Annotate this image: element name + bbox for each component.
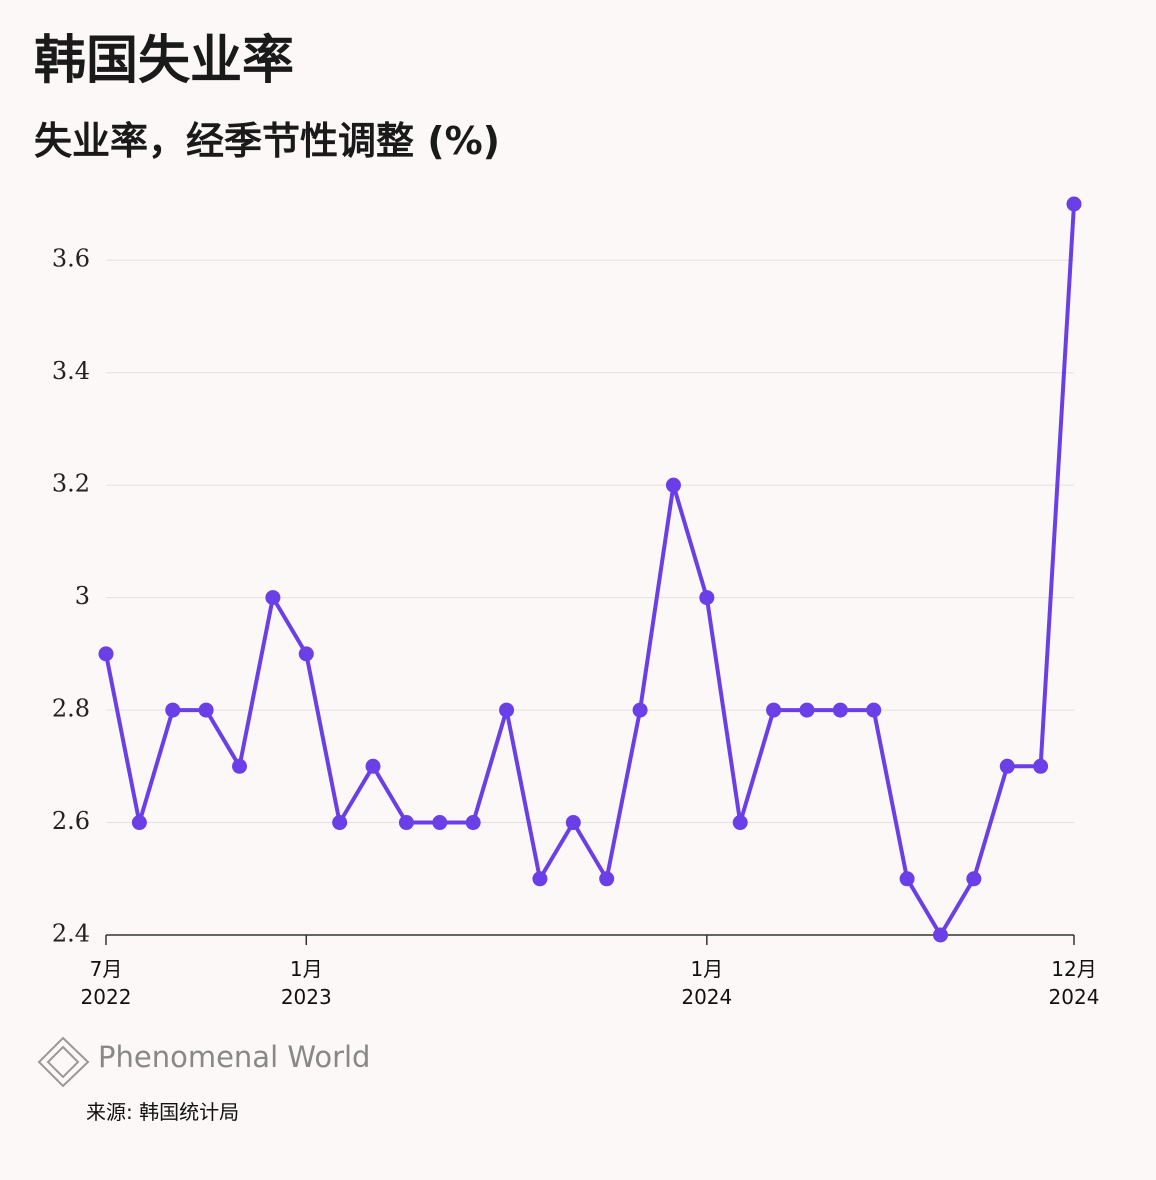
line — [104, 203, 1076, 937]
y-tick-label: 3.6 — [52, 245, 90, 273]
point — [432, 815, 448, 831]
chart-subtitle: 失业率，经季节性调整 (%) — [34, 119, 501, 163]
point — [665, 477, 681, 493]
point — [866, 702, 882, 718]
point — [932, 927, 948, 943]
point — [732, 815, 748, 831]
point — [699, 590, 715, 606]
point — [799, 702, 815, 718]
y-tick-label: 2.4 — [52, 920, 90, 948]
point — [1066, 196, 1082, 212]
point — [131, 815, 147, 831]
point — [398, 815, 414, 831]
chart-title: 韩国失业率 — [34, 31, 295, 91]
x-tick-label: 7月 2022 — [80, 957, 132, 1009]
point — [365, 758, 381, 774]
x-tick-label: 1月 2023 — [280, 957, 332, 1009]
brand: Phenomenal World — [98, 1040, 371, 1074]
point — [198, 702, 214, 718]
point — [565, 815, 581, 831]
point — [98, 646, 114, 662]
y-tick-label: 3.4 — [52, 357, 90, 385]
point — [1033, 758, 1049, 774]
source-note: 来源: 韩国统计局 — [86, 1100, 240, 1124]
y-tick-label: 3 — [75, 582, 90, 610]
y-tick-label: 3.2 — [52, 470, 90, 498]
x-tick-label: 12月 2024 — [1048, 957, 1100, 1009]
point — [165, 702, 181, 718]
y-tick-label: 2.6 — [52, 807, 90, 835]
point — [832, 702, 848, 718]
point — [232, 758, 248, 774]
point — [632, 702, 648, 718]
point — [499, 702, 515, 718]
point — [332, 815, 348, 831]
point — [265, 590, 281, 606]
point — [532, 871, 548, 887]
point — [465, 815, 481, 831]
point — [899, 871, 915, 887]
point — [999, 758, 1015, 774]
x-tick-label: 1月 2024 — [681, 957, 733, 1009]
point — [599, 871, 615, 887]
y-tick-label: 2.8 — [52, 695, 90, 723]
point — [298, 646, 314, 662]
logo-icon — [37, 1036, 90, 1088]
point — [766, 702, 782, 718]
point — [966, 871, 982, 887]
